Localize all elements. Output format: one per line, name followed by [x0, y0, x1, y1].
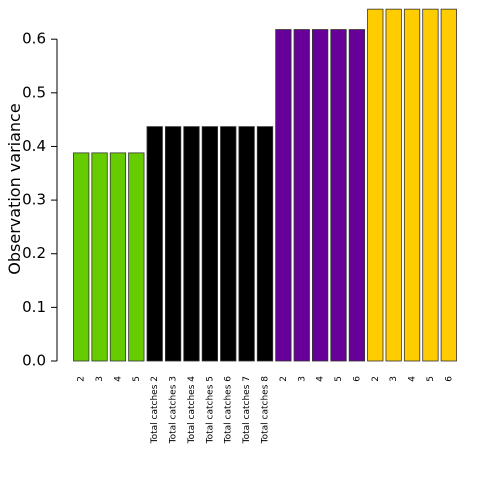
bar	[312, 29, 329, 362]
x-tick-label: Total catches 4	[187, 376, 197, 445]
bar	[256, 126, 274, 362]
bar	[128, 152, 145, 362]
y-tick-label: 0.5	[22, 83, 46, 101]
bar	[164, 126, 182, 362]
bar	[220, 126, 237, 362]
bar	[422, 8, 439, 362]
y-tick-label: 0.2	[22, 244, 46, 262]
bar	[109, 152, 127, 362]
y-tick-label: 0.4	[22, 137, 46, 155]
x-tick-label: 4	[113, 376, 123, 382]
y-ticks-group: 0.0 0.1 0.2 0.3 0.4 0.5 0.6	[22, 30, 57, 370]
y-tick-label: 0.6	[22, 30, 46, 48]
x-tick-label: 3	[297, 376, 307, 382]
bar	[403, 8, 421, 362]
y-tick-label: 0.0	[22, 352, 46, 370]
x-tick-label: 5	[426, 376, 436, 382]
x-tick-label: Total catches 2	[150, 376, 160, 444]
bar	[367, 8, 384, 362]
bar	[73, 152, 90, 362]
x-tick-label: 5	[132, 376, 142, 382]
y-tick-label: 0.3	[22, 191, 46, 209]
x-tick-label: Total catches 6	[224, 376, 234, 445]
bars-group	[73, 8, 457, 362]
bar	[91, 152, 108, 362]
x-tick-label: 2	[77, 376, 87, 382]
x-tick-label: 4	[316, 376, 326, 382]
bar	[348, 29, 366, 362]
x-tick-label: 2	[279, 376, 289, 382]
x-tick-label: 2	[371, 376, 381, 382]
bar	[146, 126, 163, 362]
bar	[275, 29, 292, 362]
x-tick-label: Total catches 3	[169, 376, 179, 444]
y-tick-label: 0.1	[22, 298, 46, 316]
bar	[330, 29, 347, 362]
y-axis-label: Observation variance	[5, 103, 24, 274]
x-tick-label: 6	[444, 376, 454, 382]
bar	[440, 8, 457, 362]
x-tick-label: 3	[389, 376, 399, 382]
x-tick-label: Total catches 7	[242, 376, 252, 444]
bar	[183, 126, 200, 362]
x-tick-label: Total catches 8	[261, 376, 271, 445]
x-tick-label: 4	[408, 376, 418, 382]
bar	[385, 8, 402, 362]
bar	[238, 126, 255, 362]
bar	[201, 126, 218, 362]
x-ticks-group: 2 3 4 5 Total catches 2 Total catches 3 Total …	[77, 376, 455, 445]
x-tick-label: 6	[352, 376, 362, 382]
bar	[293, 29, 310, 362]
x-tick-label: Total catches 5	[205, 376, 215, 444]
x-tick-label: 5	[334, 376, 344, 382]
x-tick-label: 3	[95, 376, 105, 382]
